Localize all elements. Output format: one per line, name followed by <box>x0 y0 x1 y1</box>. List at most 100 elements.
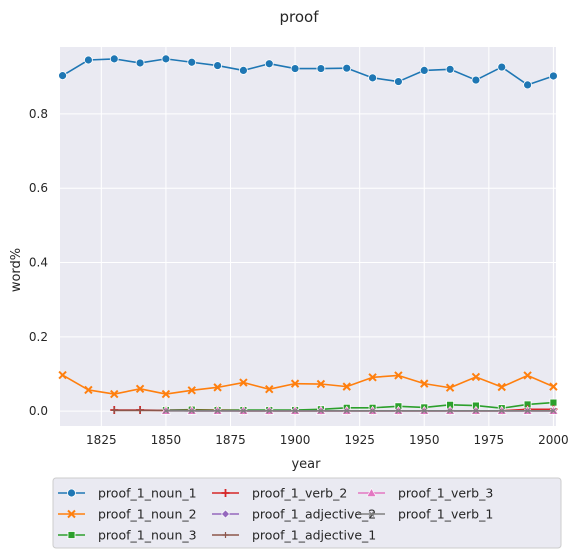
data-point <box>394 371 403 380</box>
data-point <box>368 73 377 83</box>
data-point <box>497 382 506 392</box>
data-point <box>292 407 299 414</box>
data-point <box>290 379 300 388</box>
y-tick-label: 0.4 <box>29 256 48 270</box>
data-point <box>84 385 93 395</box>
data-point <box>162 407 169 414</box>
data-point <box>419 66 429 75</box>
y-axis-label: word% <box>9 248 24 292</box>
y-tick-label: 0.8 <box>29 107 48 121</box>
data-point <box>240 407 247 414</box>
legend-marker <box>368 511 375 517</box>
x-tick-label: 1850 <box>151 433 182 447</box>
data-point <box>445 64 455 74</box>
data-point <box>524 407 531 414</box>
data-point <box>58 71 67 81</box>
data-point <box>342 63 352 73</box>
plot-area <box>60 47 556 426</box>
data-point <box>135 58 145 68</box>
data-point <box>187 57 197 67</box>
data-point <box>111 407 118 414</box>
series-line <box>62 374 554 395</box>
data-point <box>239 66 248 75</box>
data-point <box>213 61 222 70</box>
x-tick-label: 1975 <box>474 433 505 447</box>
data-point <box>523 371 532 380</box>
data-point <box>188 407 195 414</box>
data-point <box>264 59 274 69</box>
chart-title: proof <box>280 8 320 26</box>
legend-label: proof_1_noun_3 <box>98 528 197 543</box>
series-proof_1_verb_1 <box>162 407 557 414</box>
data-point <box>420 379 429 388</box>
legend: proof_1_noun_1 proof_1_noun_2 proof_1_noun… <box>52 477 562 549</box>
legend-marker <box>366 487 377 497</box>
data-point <box>316 379 326 389</box>
data-point <box>213 383 222 392</box>
data-point <box>523 80 532 90</box>
data-point <box>369 407 376 414</box>
data-point <box>137 407 144 414</box>
grid-lines <box>60 47 556 426</box>
legend-label: proof_1_adjective_1 <box>252 528 376 543</box>
data-point <box>472 407 479 414</box>
data-point <box>368 373 377 382</box>
data-point <box>290 64 300 73</box>
legend-label: proof_1_verb_2 <box>252 486 347 501</box>
legend-item: proof_1_noun_3 <box>58 528 197 543</box>
legend-label: proof_1_adjective_2 <box>252 507 376 522</box>
legend-item: proof_1_verb_2 <box>212 486 347 501</box>
data-point <box>471 75 481 85</box>
x-tick-label: 1825 <box>86 433 117 447</box>
x-tick-label: 1950 <box>409 433 440 447</box>
legend-marker <box>67 488 76 498</box>
data-point <box>161 389 171 399</box>
legend-label: proof_1_verb_1 <box>398 507 493 522</box>
data-point <box>343 407 350 414</box>
data-point <box>239 378 248 387</box>
y-tick-label: 0.2 <box>29 330 48 344</box>
legend-item: proof_1_verb_1 <box>358 507 493 522</box>
x-tick-label: 1875 <box>215 433 246 447</box>
data-point <box>549 398 558 407</box>
legend-item: proof_1_noun_1 <box>58 486 197 501</box>
data-point <box>421 407 428 414</box>
legend-item: proof_1_noun_2 <box>58 507 197 522</box>
data-point <box>187 386 196 395</box>
data-point <box>214 407 221 414</box>
legend-marker <box>221 509 230 519</box>
legend-item: proof_1_adjective_2 <box>212 507 376 522</box>
legend-label: proof_1_verb_3 <box>398 486 493 501</box>
data-point <box>394 77 403 86</box>
data-point <box>342 382 351 391</box>
series-proof_1_noun_1 <box>58 54 558 90</box>
data-point <box>447 407 454 414</box>
y-axis-ticks: 0.0 0.2 0.4 0.6 0.8 <box>29 107 48 418</box>
series-proof_1_noun_2 <box>58 370 558 399</box>
data-point <box>161 54 171 64</box>
data-point <box>266 407 273 414</box>
x-tick-label: 1900 <box>280 433 311 447</box>
x-axis-ticks: 1825 1850 1875 1900 1925 1950 1975 2000 <box>86 433 569 447</box>
data-point <box>109 54 119 64</box>
legend-label: proof_1_noun_1 <box>98 486 197 501</box>
data-point <box>445 383 455 392</box>
legend-marker <box>221 489 230 497</box>
data-point <box>110 389 119 399</box>
data-point <box>549 382 558 391</box>
data-point <box>135 384 145 394</box>
legend-box <box>52 477 562 549</box>
x-tick-label: 2000 <box>538 433 569 447</box>
data-point <box>395 407 402 414</box>
x-axis-label: year <box>291 457 321 472</box>
y-tick-label: 0.0 <box>29 404 48 418</box>
legend-marker <box>222 532 229 538</box>
legend-item: proof_1_adjective_1 <box>212 528 376 543</box>
data-point <box>549 71 558 81</box>
data-point <box>317 407 324 414</box>
x-tick-label: 1925 <box>344 433 375 447</box>
legend-label: proof_1_noun_2 <box>98 507 197 522</box>
data-point <box>58 370 67 380</box>
data-point <box>265 385 274 394</box>
